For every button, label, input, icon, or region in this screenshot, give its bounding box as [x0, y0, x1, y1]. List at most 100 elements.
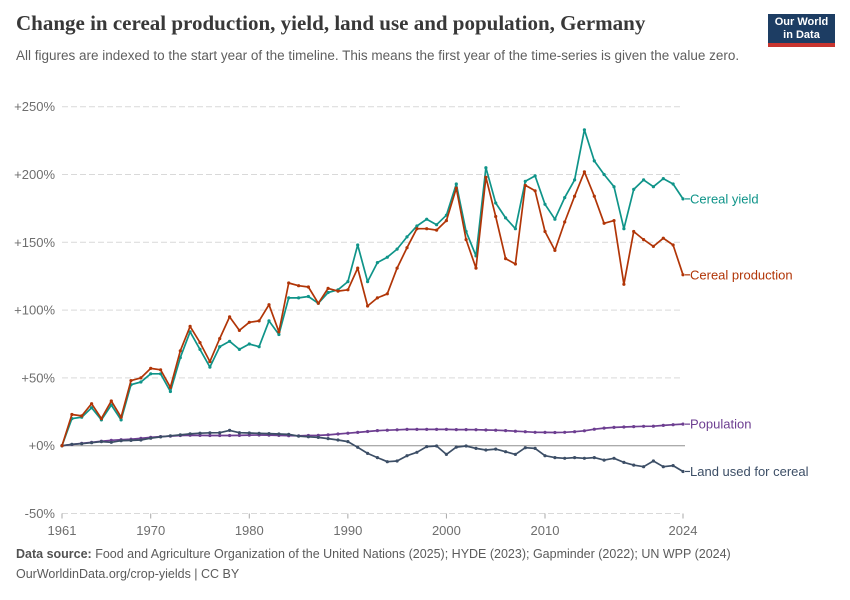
- series-point-cereal_production: [297, 284, 301, 288]
- series-point-land_used_for_cereal: [168, 434, 172, 438]
- series-point-land_used_for_cereal: [395, 459, 399, 463]
- series-point-cereal_production: [139, 376, 143, 380]
- series-point-population: [543, 430, 547, 434]
- series-point-land_used_for_cereal: [129, 438, 133, 442]
- series-point-cereal_production: [632, 229, 636, 234]
- series-line-land_used_for_cereal: [61, 429, 684, 473]
- series-point-population: [622, 425, 626, 429]
- x-axis-label: 2024: [669, 523, 698, 538]
- x-axis-label: 1961: [48, 523, 77, 538]
- series-point-land_used_for_cereal: [494, 447, 498, 451]
- series-point-cereal_yield: [326, 290, 330, 295]
- series-point-cereal_yield: [651, 185, 656, 189]
- series-point-cereal_production: [444, 219, 448, 223]
- chart-subtitle: All figures are indexed to the start yea…: [16, 48, 740, 63]
- series-point-population: [346, 431, 350, 435]
- series-point-land_used_for_cereal: [139, 438, 143, 442]
- series-point-land_used_for_cereal: [573, 456, 577, 460]
- series-point-population: [336, 432, 340, 436]
- series-point-land_used_for_cereal: [523, 446, 527, 450]
- series-point-land_used_for_cereal: [316, 435, 320, 439]
- series-point-land_used_for_cereal: [297, 434, 301, 438]
- series-point-cereal_production: [90, 402, 94, 406]
- series-point-population: [681, 422, 685, 426]
- series-point-cereal_yield: [573, 178, 577, 182]
- series-point-land_used_for_cereal: [642, 465, 646, 469]
- series-line-cereal_yield: [61, 128, 684, 447]
- series-point-population: [553, 430, 557, 435]
- series-point-land_used_for_cereal: [90, 441, 94, 445]
- series-point-population: [464, 428, 468, 432]
- series-point-population: [198, 433, 202, 437]
- series-point-land_used_for_cereal: [681, 469, 685, 474]
- series-point-land_used_for_cereal: [592, 456, 596, 460]
- series-point-population: [444, 427, 448, 431]
- series-point-population: [326, 433, 330, 437]
- series-point-land_used_for_cereal: [119, 439, 123, 443]
- series-point-cereal_yield: [188, 330, 192, 334]
- series-point-cereal_yield: [454, 182, 458, 186]
- series-point-cereal_yield: [395, 247, 399, 251]
- series-label-population: Population: [690, 417, 751, 432]
- series-point-land_used_for_cereal: [671, 464, 675, 468]
- series-point-cereal_production: [119, 415, 123, 419]
- series-point-cereal_production: [346, 288, 350, 292]
- series-point-cereal_yield: [149, 372, 153, 376]
- series-point-land_used_for_cereal: [632, 463, 636, 467]
- series-point-land_used_for_cereal: [247, 431, 251, 435]
- series-point-cereal_production: [267, 303, 271, 307]
- series-point-land_used_for_cereal: [464, 444, 468, 448]
- series-point-population: [228, 433, 232, 438]
- series-point-land_used_for_cereal: [356, 445, 360, 449]
- series-point-cereal_yield: [543, 202, 547, 206]
- series-point-cereal_yield: [375, 261, 379, 265]
- series-point-cereal_production: [513, 262, 518, 266]
- series-point-cereal_production: [612, 219, 616, 223]
- series-point-cereal_production: [484, 175, 488, 179]
- series-point-cereal_production: [454, 186, 458, 190]
- series-point-cereal_yield: [257, 345, 261, 349]
- series-point-land_used_for_cereal: [504, 450, 508, 454]
- series-point-land_used_for_cereal: [326, 437, 330, 441]
- series-point-cereal_production: [553, 248, 557, 252]
- owid-logo[interactable]: Our World in Data: [768, 14, 835, 47]
- series-point-cereal_yield: [671, 182, 675, 186]
- page-title: Change in cereal production, yield, land…: [16, 11, 646, 35]
- y-axis-label: +250%: [14, 99, 55, 114]
- series-point-cereal_production: [642, 238, 646, 242]
- series-point-cereal_production: [425, 227, 429, 231]
- series-point-cereal_yield: [681, 197, 685, 201]
- series-point-population: [563, 430, 567, 434]
- data-source-line: Data source: Food and Agriculture Organi…: [16, 546, 731, 564]
- series-point-cereal_production: [405, 246, 409, 250]
- series-point-population: [385, 428, 389, 432]
- series-point-cereal_production: [435, 228, 439, 232]
- series-point-cereal_production: [149, 366, 153, 370]
- data-source-label: Data source:: [16, 547, 92, 561]
- series-point-land_used_for_cereal: [208, 431, 212, 435]
- series-point-cereal_yield: [119, 418, 123, 422]
- series-point-population: [395, 428, 399, 432]
- series-point-land_used_for_cereal: [178, 433, 182, 437]
- series-point-cereal_yield: [513, 227, 518, 231]
- series-point-cereal_production: [168, 385, 172, 389]
- series-point-cereal_production: [159, 368, 163, 372]
- series-point-cereal_yield: [504, 216, 508, 220]
- series-point-cereal_production: [257, 319, 261, 323]
- series-point-cereal_yield: [208, 365, 212, 369]
- series-point-cereal_yield: [405, 235, 409, 239]
- series-point-cereal_yield: [90, 406, 94, 410]
- series-point-land_used_for_cereal: [602, 458, 606, 462]
- series-point-population: [632, 425, 636, 429]
- series-point-cereal_yield: [247, 342, 251, 346]
- x-axis-label: 1980: [235, 523, 264, 538]
- series-point-cereal_yield: [198, 347, 202, 351]
- series-point-cereal_yield: [484, 166, 488, 170]
- series-point-land_used_for_cereal: [277, 432, 281, 436]
- series-point-cereal_production: [247, 320, 251, 324]
- y-axis-label: +100%: [14, 303, 55, 318]
- series-point-land_used_for_cereal: [267, 432, 271, 436]
- series-point-land_used_for_cereal: [218, 431, 222, 435]
- series-point-cereal_production: [198, 341, 202, 345]
